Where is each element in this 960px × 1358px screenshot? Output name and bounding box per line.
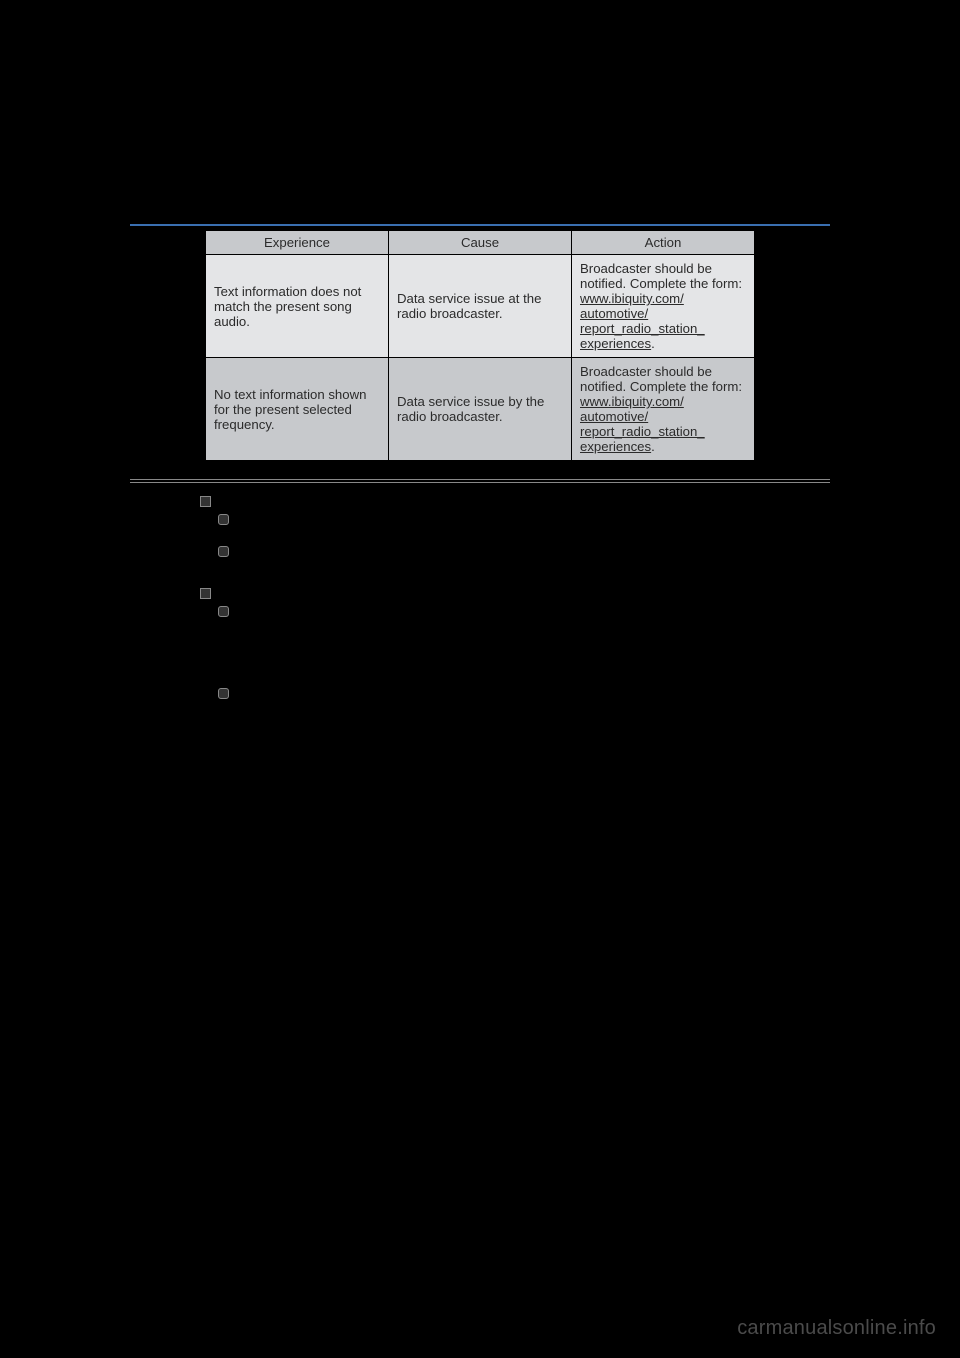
- header-action: Action: [572, 231, 755, 255]
- bullet-list: [200, 493, 760, 699]
- list-item-square: [200, 493, 760, 507]
- round-bullet-icon: [218, 546, 229, 557]
- action-link[interactable]: experiences: [580, 336, 651, 351]
- list-item-square: [200, 585, 760, 599]
- cell-experience: No text information shown for the presen…: [206, 358, 389, 461]
- cell-action: Broadcaster should be notified. Complete…: [572, 358, 755, 461]
- cell-experience: Text information does not match the pres…: [206, 255, 389, 358]
- cell-cause: Data service issue by the radio broadcas…: [389, 358, 572, 461]
- table-row: Text information does not match the pres…: [206, 255, 755, 358]
- action-link[interactable]: automotive/: [580, 306, 648, 321]
- action-link[interactable]: experiences: [580, 439, 651, 454]
- action-tail: .: [651, 439, 655, 454]
- action-link[interactable]: www.ibiquity.com/: [580, 394, 684, 409]
- list-item-round: [218, 511, 760, 525]
- action-link[interactable]: automotive/: [580, 409, 648, 424]
- list-item-round: [218, 543, 760, 557]
- watermark: carmanualsonline.info: [737, 1317, 936, 1340]
- cell-action: Broadcaster should be notified. Complete…: [572, 255, 755, 358]
- action-link[interactable]: www.ibiquity.com/: [580, 291, 684, 306]
- square-bullet-icon: [200, 496, 211, 507]
- page: Experience Cause Action Text information…: [0, 0, 960, 699]
- section-divider: [130, 479, 830, 483]
- header-cause: Cause: [389, 231, 572, 255]
- list-item-round: [218, 685, 760, 699]
- action-text: Broadcaster should be notified. Complete…: [580, 261, 742, 291]
- list-item-round: [218, 603, 760, 617]
- round-bullet-icon: [218, 514, 229, 525]
- header-experience: Experience: [206, 231, 389, 255]
- round-bullet-icon: [218, 688, 229, 699]
- troubleshoot-table: Experience Cause Action Text information…: [205, 230, 755, 461]
- action-link[interactable]: report_radio_station_: [580, 424, 705, 439]
- action-text: Broadcaster should be notified. Complete…: [580, 364, 742, 394]
- table-header-row: Experience Cause Action: [206, 231, 755, 255]
- action-tail: .: [651, 336, 655, 351]
- cell-cause: Data service issue at the radio broadcas…: [389, 255, 572, 358]
- action-link[interactable]: report_radio_station_: [580, 321, 705, 336]
- round-bullet-icon: [218, 606, 229, 617]
- square-bullet-icon: [200, 588, 211, 599]
- table-row: No text information shown for the presen…: [206, 358, 755, 461]
- top-rule: [130, 224, 830, 226]
